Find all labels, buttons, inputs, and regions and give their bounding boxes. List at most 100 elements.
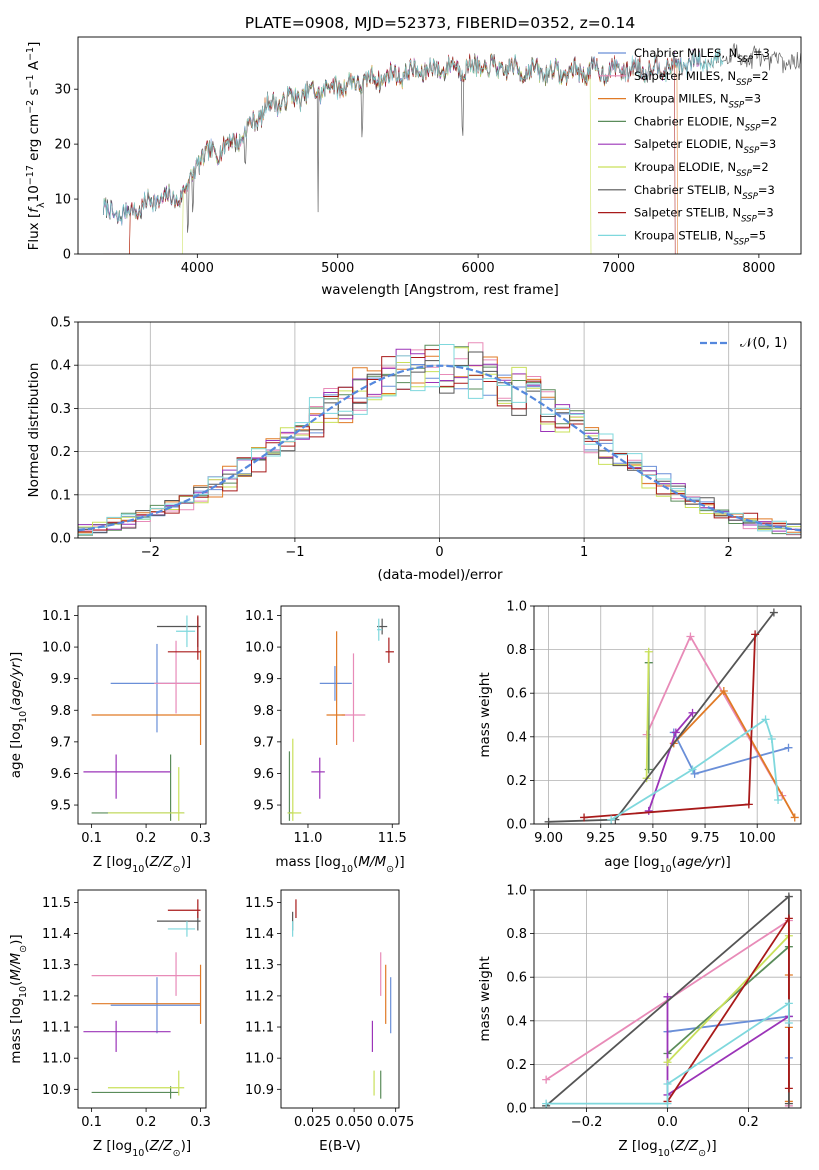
y-axis-label-part: )] — [8, 934, 24, 945]
y-tick-label: 0.0 — [50, 532, 71, 547]
y-axis-label-part: M/M — [8, 952, 24, 980]
spectrum-line-salpeter-stelib — [103, 53, 676, 254]
y-axis-label-part: −1 — [25, 47, 36, 61]
y-tick-label: 0.6 — [506, 687, 527, 702]
y-tick-label: 11.5 — [245, 896, 274, 911]
y-tick-label: 9.6 — [50, 767, 71, 782]
y-tick-label: 1.0 — [506, 884, 527, 899]
legend-text-part: =3 — [753, 46, 770, 60]
weight-point-salpeter-stelib — [751, 630, 760, 639]
x-tick-label: 1 — [580, 545, 588, 560]
y-tick-label: 11.4 — [42, 927, 71, 942]
weight-line-chabrier-stelib — [548, 611, 775, 823]
plot-area-residuals — [78, 322, 801, 538]
y-tick-label: 10.1 — [42, 609, 71, 624]
y-axis-label-part: s — [26, 88, 42, 99]
x-tick-label: 9.50 — [638, 831, 667, 846]
y-tick-label: 9.5 — [253, 799, 274, 814]
plot-area-age-vs-Z — [83, 615, 202, 821]
axes-frame — [77, 36, 802, 255]
y-axis-label-part: )] — [8, 652, 24, 663]
y-tick-label: 11.5 — [42, 896, 71, 911]
axes-frame — [77, 889, 207, 1109]
spectrum-line-chabrier-miles — [103, 54, 678, 224]
weight-point-chabrier-stelib — [784, 892, 793, 901]
x-tick-label: 0.2 — [136, 1115, 157, 1130]
legend-text-part: Kroupa ELODIE, N — [634, 160, 736, 174]
legend-text-part: SSP — [734, 237, 750, 247]
legend-text-part: Chabrier ELODIE, N — [634, 114, 745, 128]
x-axis-label-part: ( — [353, 854, 358, 870]
x-tick-label: −0.2 — [571, 1115, 603, 1130]
x-tick-label: 0.1 — [81, 1115, 102, 1130]
legend-text-part: Salpeter MILES, N — [634, 69, 736, 83]
y-axis-label-part: 10 — [26, 185, 42, 202]
panel-weight-vs-age: 9.00 9.25 9.50 9.75 10.00 0.0 0.2 0.4 0.6 0.8 1.0 a… — [477, 600, 802, 875]
y-axis-label-part: ⊙ — [18, 945, 29, 953]
panel-residuals: −2 −1 0 1 2 0.0 0.1 0.2 0.3 0.4 0.5 (data-model)/er… — [26, 316, 802, 583]
legend-text-part: =2 — [752, 160, 769, 174]
y-tick-label: 0.4 — [50, 359, 71, 374]
y-tick-label: 1.0 — [506, 600, 527, 615]
y-tick-label: 10 — [54, 193, 71, 208]
plot-area-age-vs-mass — [287, 618, 394, 821]
y-axis-label-part: age [log — [8, 723, 24, 778]
y-tick-label: 9.5 — [50, 799, 71, 814]
y-axis-label-part: ( — [8, 981, 24, 986]
plot-area-spectrum — [102, 43, 801, 254]
weight-point-chabrier-stelib — [544, 817, 553, 824]
x-tick-label: 11.0 — [293, 831, 322, 846]
x-axis-label-part: ( — [144, 1138, 149, 1154]
legend-text-part: SSP — [737, 55, 753, 65]
weight-point-chabrier-stelib — [769, 608, 778, 617]
weight-point-salpeter-miles — [542, 1075, 551, 1084]
weight-line-salpeter-stelib — [666, 915, 790, 1102]
x-tick-label: 0.0 — [657, 1115, 678, 1130]
y-tick-label: 10.9 — [245, 1083, 274, 1098]
panel-weight-vs-Z: −0.2 0.0 0.2 0.0 0.2 0.4 0.6 0.8 1.0 Z [log10(Z/Z… — [477, 884, 802, 1159]
x-tick-label: 5000 — [321, 261, 354, 276]
x-tick-label: 10.00 — [739, 831, 776, 846]
y-tick-label: 11.0 — [245, 1052, 274, 1067]
y-tick-label: 9.8 — [50, 704, 71, 719]
axes-frame — [77, 605, 207, 825]
y-tick-label: 11.2 — [42, 989, 71, 1004]
weight-line-kroupa-elodie — [666, 935, 790, 1063]
x-tick-label: −1 — [285, 545, 304, 560]
legend-label-chabrier-stelib: Chabrier STELIB, NSSP=3 — [634, 183, 775, 202]
weight-point-salpeter-elodie — [644, 806, 653, 815]
y-axis-label-part: −2 — [25, 100, 36, 114]
panel-mass-vs-Z: 0.1 0.2 0.3 10.9 11.0 11.1 11.2 11.3 11.4 11.5 Z [… — [8, 889, 211, 1159]
legend-text-part: Chabrier STELIB, N — [634, 183, 742, 197]
weight-point-kroupa-stelib — [784, 1018, 793, 1027]
x-tick-label: 9.00 — [534, 831, 563, 846]
y-tick-label: 0.2 — [50, 445, 71, 460]
x-axis-label-part: 10 — [132, 864, 144, 875]
legend-label-kroupa-miles: Kroupa MILES, NSSP=3 — [634, 92, 761, 111]
weight-point-salpeter-elodie — [671, 728, 680, 737]
y-tick-label: 0.0 — [506, 1102, 527, 1117]
figure-title: PLATE=0908, MJD=52373, FIBERID=0352, z=0… — [245, 14, 635, 32]
y-tick-label: 10.0 — [245, 641, 274, 656]
x-tick-label: 9.75 — [691, 831, 720, 846]
weight-point-kroupa-stelib — [688, 765, 697, 774]
spectrum-line-kroupa-miles — [103, 52, 678, 254]
x-axis-label: Z [log10(Z/Z⊙)] — [93, 1138, 191, 1159]
y-axis-label-part: erg cm — [26, 114, 42, 165]
y-tick-label: 9.7 — [253, 735, 274, 750]
weight-point-salpeter-elodie — [688, 708, 697, 717]
x-axis-label-part: Z/Z — [149, 854, 174, 870]
x-axis-label-part: M/M — [358, 854, 386, 870]
x-axis-label-part: Z/Z — [674, 1138, 699, 1154]
legend-text-part: Kroupa STELIB, N — [634, 228, 734, 242]
weight-point-chabrier-miles — [784, 743, 793, 752]
x-axis-label-part: ( — [144, 854, 149, 870]
x-axis-label-part: )] — [181, 854, 192, 870]
legend-text-part: =3 — [759, 137, 776, 151]
y-tick-label: 0 — [63, 248, 71, 263]
y-tick-label: 10.1 — [245, 609, 274, 624]
x-axis-label-part: ⊙ — [386, 864, 394, 875]
axes-frame — [280, 605, 400, 825]
legend-label-normal: 𝒩(0, 1) — [740, 336, 787, 351]
